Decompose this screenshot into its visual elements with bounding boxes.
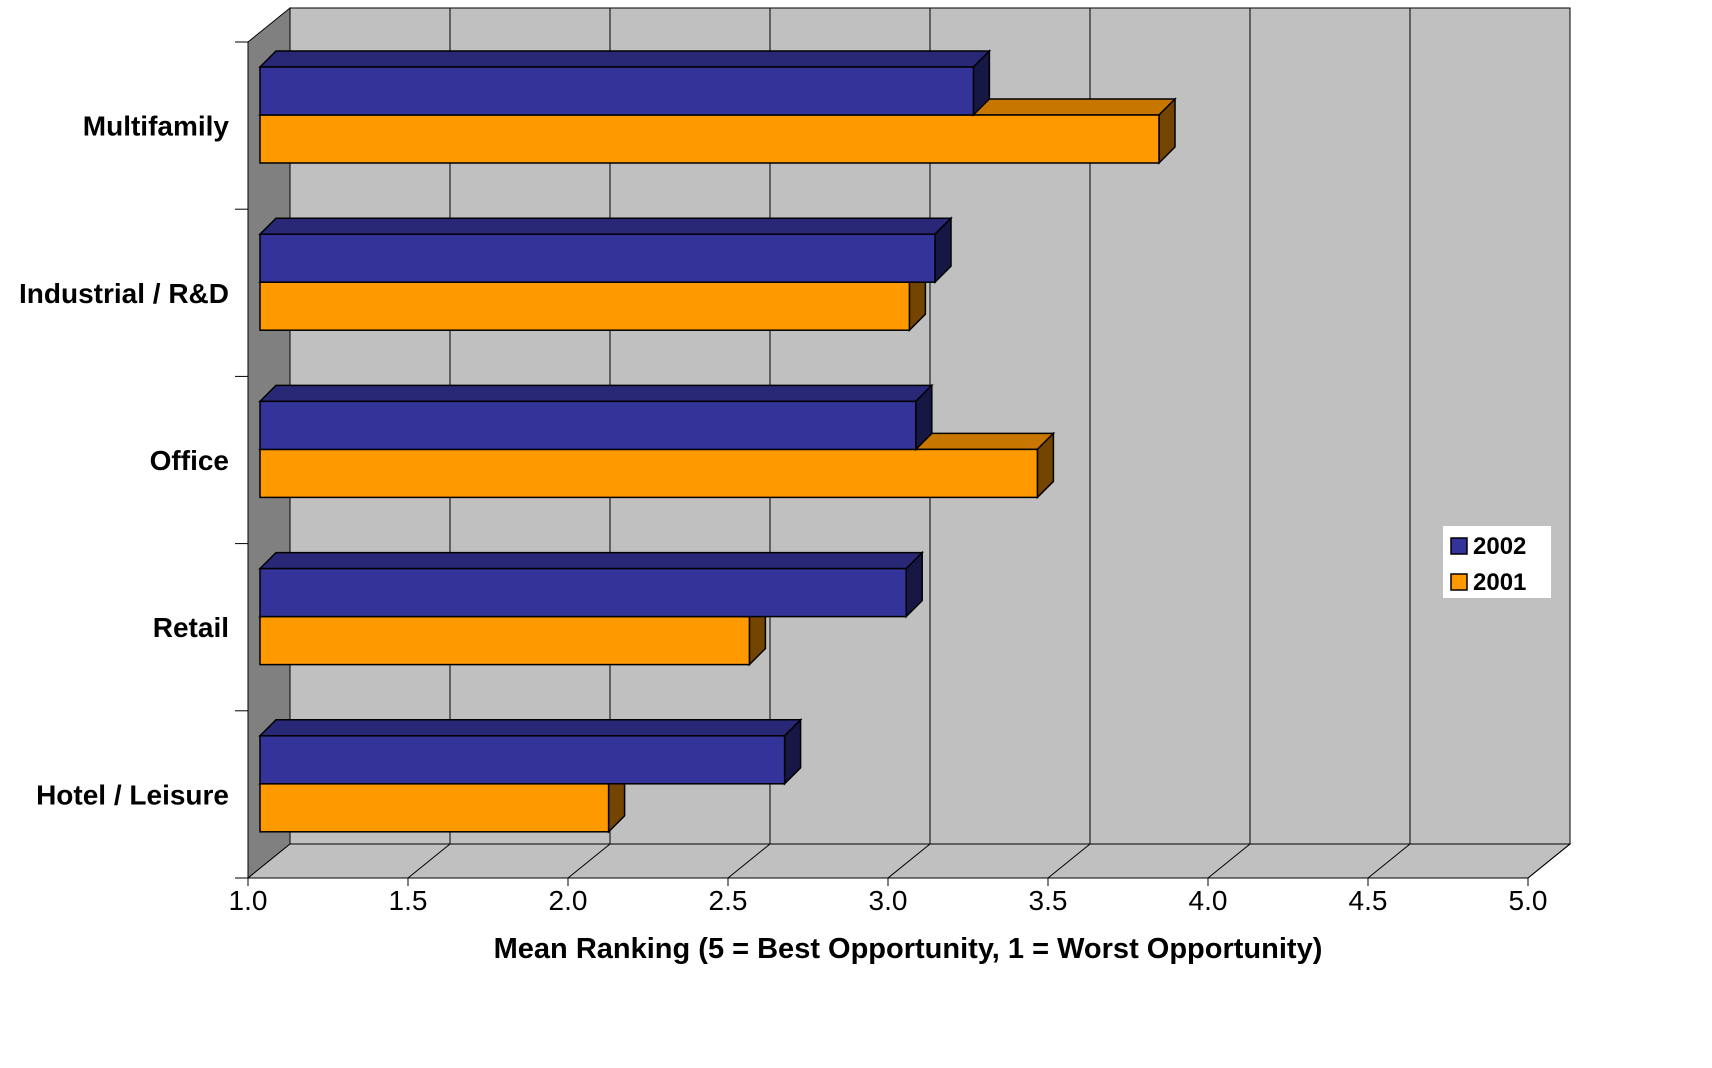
bar-front-face	[259, 783, 610, 833]
x-tick-label: 5.0	[1509, 885, 1548, 916]
bar-front-face	[259, 233, 936, 283]
legend-swatch	[1450, 537, 1468, 555]
bar-top-face	[258, 719, 803, 737]
bar-top-face	[258, 50, 992, 68]
bar-front-face	[259, 615, 751, 666]
bar-top-face	[258, 551, 925, 570]
bar-front-face	[259, 281, 911, 331]
x-axis-title: Mean Ranking (5 = Best Opportunity, 1 = …	[494, 933, 1323, 965]
bars-layer	[258, 49, 1177, 834]
x-tick-label: 4.0	[1189, 885, 1228, 916]
bar-top-face	[258, 217, 953, 235]
floor-gridline	[887, 843, 931, 879]
x-tick-label: 3.0	[869, 885, 908, 916]
x-tick-label: 1.0	[229, 885, 268, 916]
floor-gridline	[727, 843, 771, 879]
x-tick-label: 3.5	[1029, 885, 1068, 916]
x-tick-label: 2.5	[709, 885, 748, 916]
category-labels: Multifamily Industrial / R&D Office Retail H…	[19, 111, 229, 811]
x-tick-label: 4.5	[1349, 885, 1388, 916]
floor-gridline	[1367, 843, 1411, 879]
floor-gridline	[1047, 843, 1091, 879]
x-tick-label: 2.0	[549, 885, 588, 916]
bar-front-face	[259, 400, 917, 451]
bar-2002-1	[258, 216, 953, 285]
legend: 2002 2001	[1443, 526, 1551, 598]
category-label: Multifamily	[83, 111, 230, 142]
category-label: Industrial / R&D	[19, 278, 229, 309]
bar-2002-3	[258, 550, 925, 619]
floor-gridline	[567, 843, 611, 879]
floor-gridline	[407, 843, 451, 879]
legend-label: 2001	[1473, 569, 1526, 596]
bar-front-face	[259, 448, 1039, 499]
tick-labels: 1.0 1.5 2.0 2.5 3.0 3.5 4.0 4.5 5.0	[229, 885, 1548, 916]
legend-label: 2002	[1473, 533, 1526, 560]
category-label: Hotel / Leisure	[36, 779, 229, 810]
floor-gridline	[1527, 843, 1571, 879]
bar-front-face	[259, 735, 786, 785]
bar-front-face	[259, 114, 1160, 164]
category-label: Office	[150, 445, 229, 476]
x-tick-label: 1.5	[389, 885, 428, 916]
bar-2002-0	[258, 49, 992, 117]
bar-2002-2	[258, 383, 934, 452]
category-label: Retail	[153, 612, 229, 643]
legend-swatch	[1450, 573, 1468, 591]
bar-front-face	[259, 66, 975, 116]
axes-layer	[235, 41, 1529, 886]
bar-top-face	[258, 384, 934, 403]
floor-gridline	[1207, 843, 1251, 879]
bar-front-face	[259, 567, 907, 618]
bar-2002-4	[258, 717, 803, 786]
